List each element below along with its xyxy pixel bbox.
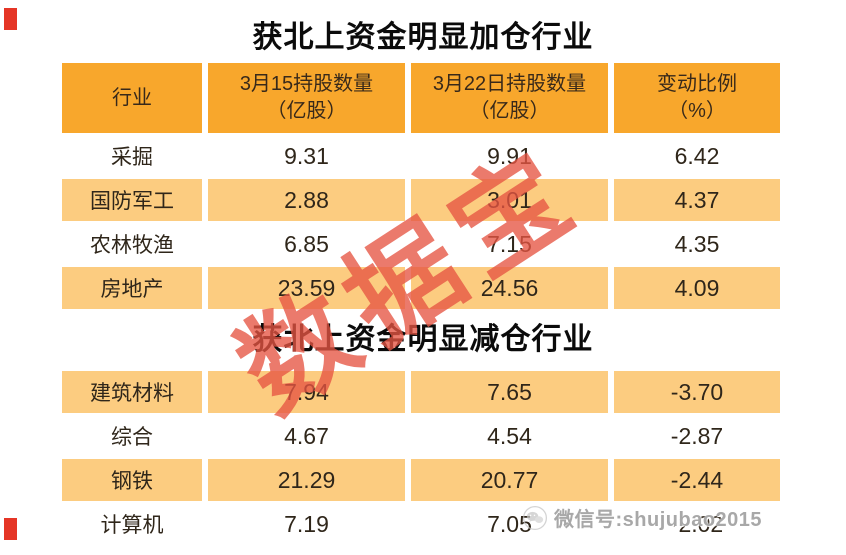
change-cell: -3.70 <box>614 371 780 413</box>
mar22-cell: 7.65 <box>411 371 608 413</box>
industry-cell: 综合 <box>62 415 202 457</box>
mar22-cell: 7.05 <box>411 503 608 545</box>
industry-cell: 建筑材料 <box>62 371 202 413</box>
header-mar22: 3月22日持股数量 （亿股） <box>411 63 608 133</box>
change-cell: -2.02 <box>614 503 780 545</box>
change-cell: 6.42 <box>614 135 780 177</box>
mar15-cell: 2.88 <box>208 179 405 221</box>
mar15-cell: 4.67 <box>208 415 405 457</box>
red-corner-logo-bottom <box>4 518 17 540</box>
industry-cell: 钢铁 <box>62 459 202 501</box>
increase-table: 行业 3月15持股数量 （亿股） 3月22日持股数量 （亿股） 变动比例 （%）… <box>62 63 780 309</box>
mar22-cell: 4.54 <box>411 415 608 457</box>
mar15-cell: 7.19 <box>208 503 405 545</box>
mar15-cell: 6.85 <box>208 223 405 265</box>
industry-cell: 计算机 <box>62 503 202 545</box>
wechat-signature: 微信号:shujubao2015 <box>522 503 762 532</box>
industry-cell: 国防军工 <box>62 179 202 221</box>
mar22-cell: 9.91 <box>411 135 608 177</box>
mar22-cell: 3.01 <box>411 179 608 221</box>
red-corner-logo-top <box>4 8 17 30</box>
mar22-cell: 24.56 <box>411 267 608 309</box>
header-change: 变动比例 （%） <box>614 63 780 133</box>
header-mar15: 3月15持股数量 （亿股） <box>208 63 405 133</box>
mar22-cell: 20.77 <box>411 459 608 501</box>
increase-table-title: 获北上资金明显加仓行业 <box>252 21 594 54</box>
change-cell: 4.37 <box>614 179 780 221</box>
industry-cell: 采掘 <box>62 135 202 177</box>
change-cell: 4.09 <box>614 267 780 309</box>
mar15-cell: 21.29 <box>208 459 405 501</box>
change-cell: 4.35 <box>614 223 780 265</box>
mar15-cell: 7.94 <box>208 371 405 413</box>
mar15-cell: 23.59 <box>208 267 405 309</box>
decrease-table: 建筑材料 7.94 7.65 -3.70 综合 4.67 4.54 -2.87 … <box>62 371 780 545</box>
wechat-icon <box>522 505 548 530</box>
header-industry: 行业 <box>62 63 202 133</box>
industry-cell: 房地产 <box>62 267 202 309</box>
wechat-id-text: 微信号:shujubao2015 <box>554 509 763 531</box>
change-cell: -2.44 <box>614 459 780 501</box>
change-cell: -2.87 <box>614 415 780 457</box>
industry-cell: 农林牧渔 <box>62 223 202 265</box>
decrease-table-title: 获北上资金明显减仓行业 <box>252 323 594 356</box>
mar15-cell: 9.31 <box>208 135 405 177</box>
mar22-cell: 7.15 <box>411 223 608 265</box>
